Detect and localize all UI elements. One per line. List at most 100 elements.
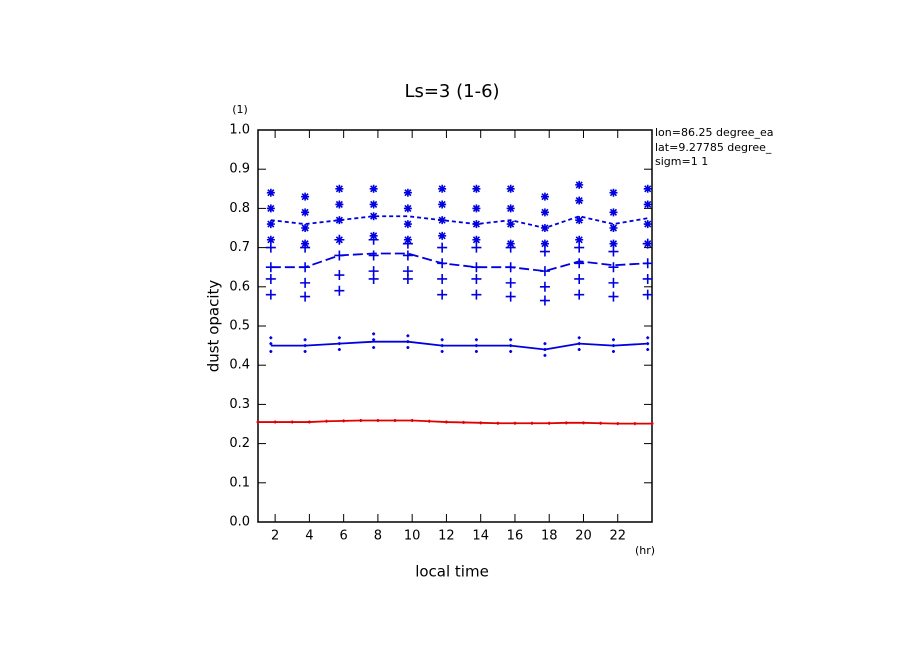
marker xyxy=(643,184,652,193)
annotations: lon=86.25 degree_ea lat=9.27785 degree_ … xyxy=(655,126,774,168)
marker xyxy=(369,184,378,193)
marker xyxy=(368,273,379,284)
plot-frame xyxy=(257,129,653,523)
marker xyxy=(402,238,413,249)
marker xyxy=(471,289,482,300)
series-line xyxy=(258,419,652,425)
marker xyxy=(581,421,585,425)
marker xyxy=(368,250,379,261)
marker xyxy=(290,420,294,424)
y-tick-label: 0.2 xyxy=(229,436,250,451)
y-tick-label: 0.0 xyxy=(229,515,250,530)
marker xyxy=(266,235,275,244)
marker xyxy=(646,342,650,346)
marker xyxy=(300,262,311,273)
marker xyxy=(269,336,273,340)
marker xyxy=(472,220,481,229)
marker xyxy=(609,208,618,217)
marker xyxy=(543,342,547,346)
marker xyxy=(539,246,550,257)
marker xyxy=(540,192,549,201)
marker xyxy=(479,421,483,425)
marker xyxy=(574,289,585,300)
marker xyxy=(564,421,568,425)
marker xyxy=(608,246,619,257)
marker xyxy=(608,277,619,288)
annotation: lon=86.25 degree_ea xyxy=(655,126,774,139)
x-tick-label: 14 xyxy=(472,529,489,544)
marker xyxy=(402,250,413,261)
marker xyxy=(403,220,412,229)
marker xyxy=(372,346,376,350)
marker xyxy=(301,224,310,232)
marker xyxy=(337,342,341,346)
x-tick-label: 8 xyxy=(374,529,382,544)
marker xyxy=(266,188,275,197)
y-tick-label: 0.3 xyxy=(229,397,250,412)
marker xyxy=(300,242,311,253)
x-tick-label: 22 xyxy=(609,529,626,544)
marker xyxy=(642,258,653,269)
marker xyxy=(505,242,516,253)
marker xyxy=(509,344,513,348)
marker xyxy=(444,420,448,424)
marker xyxy=(300,277,311,288)
marker xyxy=(609,224,618,232)
annotation: sigm=1 1 xyxy=(655,155,708,168)
y-tick-label: 0.8 xyxy=(229,201,250,216)
marker xyxy=(359,418,363,422)
marker xyxy=(599,421,603,425)
marker xyxy=(269,342,273,346)
y-axis-label: dust opacity xyxy=(205,280,223,373)
marker xyxy=(438,231,447,240)
marker xyxy=(265,289,276,300)
marker xyxy=(642,238,653,249)
marker xyxy=(513,421,517,425)
marker xyxy=(337,336,341,340)
marker xyxy=(403,188,412,197)
marker xyxy=(410,418,414,422)
marker xyxy=(335,184,344,193)
marker xyxy=(474,344,478,348)
marker xyxy=(509,338,513,342)
marker xyxy=(427,419,431,423)
marker xyxy=(472,235,481,244)
marker xyxy=(505,291,516,302)
marker xyxy=(440,344,444,348)
marker xyxy=(577,336,581,340)
marker xyxy=(474,349,478,353)
marker xyxy=(472,204,481,213)
x-axis-label: local time xyxy=(415,563,489,581)
series-line xyxy=(270,252,648,273)
marker xyxy=(406,334,410,338)
marker xyxy=(437,258,448,269)
marker xyxy=(406,346,410,350)
marker xyxy=(368,234,379,245)
marker xyxy=(609,188,618,197)
marker xyxy=(335,200,344,209)
marker xyxy=(437,273,448,284)
marker xyxy=(608,291,619,302)
marker xyxy=(539,295,550,306)
marker xyxy=(406,340,410,344)
marker xyxy=(646,336,650,340)
marker xyxy=(650,422,654,426)
chart-title: Ls=3 (1-6) xyxy=(404,81,499,102)
marker xyxy=(266,204,275,213)
marker xyxy=(440,349,444,353)
marker xyxy=(471,242,482,253)
marker xyxy=(372,332,376,336)
marker xyxy=(437,242,448,253)
marker xyxy=(577,348,581,352)
marker xyxy=(303,344,307,348)
marker xyxy=(574,273,585,284)
marker xyxy=(574,242,585,253)
y-tick-label: 0.4 xyxy=(229,358,250,373)
marker xyxy=(393,418,397,422)
marker xyxy=(337,348,341,352)
x-tick-label: 6 xyxy=(340,529,348,544)
marker xyxy=(376,418,380,422)
marker xyxy=(540,208,549,217)
marker xyxy=(505,262,516,273)
marker xyxy=(303,338,307,342)
